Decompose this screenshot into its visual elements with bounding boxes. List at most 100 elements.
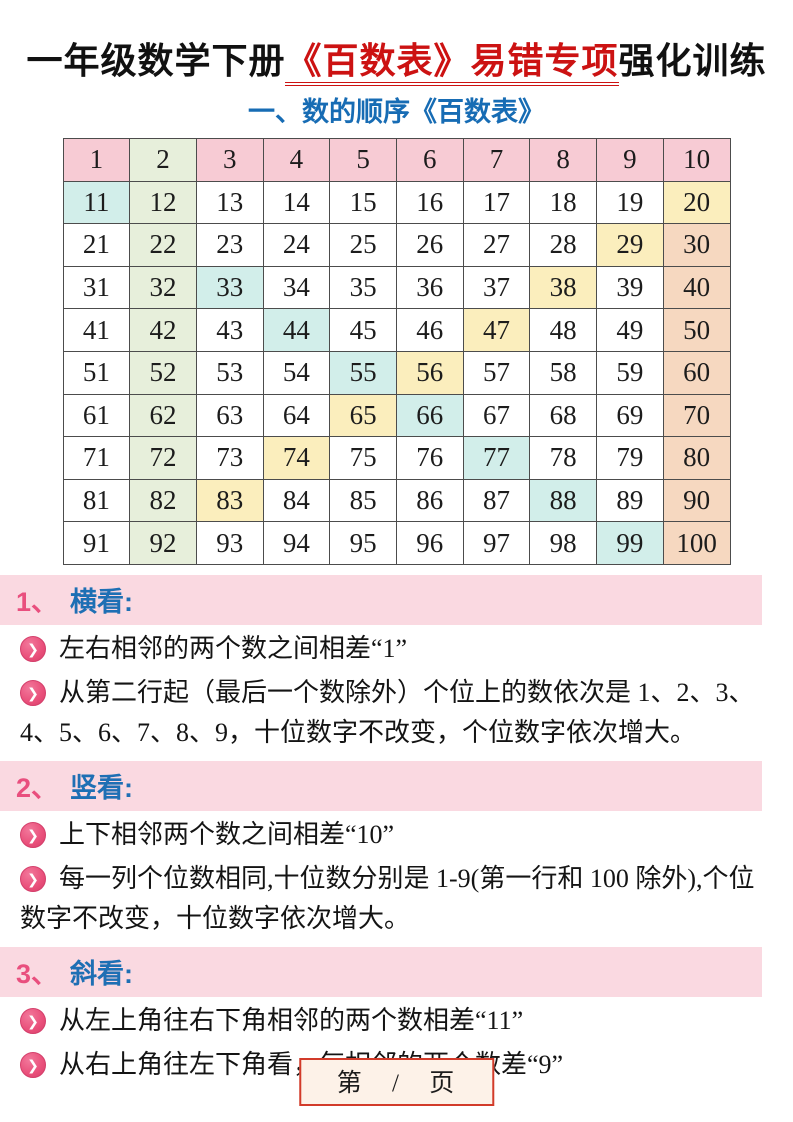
table-cell: 57 xyxy=(462,350,531,395)
table-cell: 7 xyxy=(462,138,531,182)
table-row: 51 52 53 54 55 56 57 58 59 60 xyxy=(62,350,731,395)
table-cell: 78 xyxy=(529,436,597,480)
table-cell: 23 xyxy=(195,223,264,267)
chevron-right-icon: ❯ xyxy=(20,635,46,662)
bullet-text: 左右相邻的两个数之间相差“1” xyxy=(59,633,408,663)
table-cell: 6 xyxy=(395,138,464,182)
table-cell: 27 xyxy=(462,223,531,267)
chevron-right-icon: ❯ xyxy=(20,821,46,848)
table-cell: 56 xyxy=(395,350,464,395)
table-cell: 99 xyxy=(596,521,664,565)
table-cell: 65 xyxy=(329,393,397,438)
table-row: 71 72 73 74 75 76 77 78 79 80 xyxy=(62,436,731,480)
table-cell: 60 xyxy=(662,350,731,395)
table-cell: 54 xyxy=(262,350,331,395)
table-cell: 26 xyxy=(395,223,464,267)
table-cell: 92 xyxy=(129,521,197,565)
table-row: 31 32 33 34 35 36 37 38 39 40 xyxy=(62,265,731,310)
table-cell: 1 xyxy=(62,138,131,182)
page-footer-text: 第 / 页 xyxy=(336,1070,467,1097)
table-cell: 29 xyxy=(596,223,664,267)
table-cell: 11 xyxy=(62,180,131,225)
chevron-right-icon: ❯ xyxy=(20,679,46,706)
table-cell: 38 xyxy=(529,265,597,310)
table-cell: 91 xyxy=(62,521,131,565)
table-cell: 31 xyxy=(62,265,131,310)
table-cell: 68 xyxy=(529,393,597,438)
table-row: 91 92 93 94 95 96 97 98 99 100 xyxy=(62,521,731,565)
table-cell: 100 xyxy=(662,521,731,565)
table-cell: 35 xyxy=(329,265,397,310)
table-cell: 46 xyxy=(395,308,464,352)
table-cell: 32 xyxy=(129,265,197,310)
section-one-heading: 一、数的顺序《百数表》 xyxy=(248,97,545,127)
table-cell: 34 xyxy=(262,265,331,310)
table-cell: 84 xyxy=(262,478,331,523)
table-cell: 41 xyxy=(62,308,131,352)
table-cell: 17 xyxy=(462,180,531,225)
table-cell: 40 xyxy=(662,265,731,310)
title-suffix: 强化训练 xyxy=(618,40,767,81)
table-cell: 13 xyxy=(195,180,264,225)
bullet-item: ❯ 上下相邻两个数之间相差“10” xyxy=(20,815,779,855)
table-cell: 67 xyxy=(462,393,531,438)
bullet-text: 从第二行起（最后一个数除外）个位上的数依次是 1、2、3、4、5、6、7、8、9… xyxy=(20,677,755,747)
table-cell: 69 xyxy=(596,393,664,438)
section-heading-2: 2、 竖看: xyxy=(0,760,762,811)
table-cell: 33 xyxy=(195,265,264,310)
table-cell: 81 xyxy=(62,478,131,523)
table-cell: 66 xyxy=(395,393,464,438)
table-cell: 62 xyxy=(129,393,197,438)
table-cell: 70 xyxy=(662,393,731,438)
table-cell: 16 xyxy=(395,180,464,225)
chevron-right-icon: ❯ xyxy=(20,865,46,892)
section-heading-3: 3、 斜看: xyxy=(0,946,762,997)
table-cell: 47 xyxy=(462,308,531,352)
bullet-text: 从左上角往右下角相邻的两个数相差“11” xyxy=(59,1005,524,1035)
table-cell: 64 xyxy=(262,393,331,438)
table-cell: 58 xyxy=(529,350,597,395)
table-cell: 94 xyxy=(262,521,331,565)
table-cell: 18 xyxy=(529,180,597,225)
table-cell: 88 xyxy=(529,478,597,523)
table-cell: 85 xyxy=(329,478,397,523)
table-cell: 14 xyxy=(262,180,331,225)
section-title: 横看: xyxy=(70,586,134,617)
chevron-right-icon: ❯ xyxy=(20,1007,46,1034)
table-cell: 79 xyxy=(596,436,664,480)
section-number: 2、 xyxy=(16,772,59,803)
table-cell: 43 xyxy=(195,308,264,352)
notes-sections: 1、 横看: ❯ 左右相邻的两个数之间相差“1” ❯ 从第二行起（最后一个数除外）个位上的… xyxy=(0,574,793,1085)
table-cell: 48 xyxy=(529,308,597,352)
table-cell: 10 xyxy=(662,138,731,182)
table-row: 21 22 23 24 25 26 27 28 29 30 xyxy=(62,223,731,267)
table-row: 1 2 3 4 5 6 7 8 9 10 xyxy=(62,138,731,182)
table-cell: 3 xyxy=(195,138,264,182)
bullet-item: ❯ 左右相邻的两个数之间相差“1” xyxy=(20,629,779,669)
table-cell: 50 xyxy=(662,308,731,352)
section-number: 3、 xyxy=(16,958,59,989)
title-highlight: 《百数表》易错专项 xyxy=(285,40,619,86)
table-cell: 80 xyxy=(662,436,731,480)
bullet-text: 每一列个位数相同,十位数分别是 1-9(第一行和 100 除外),个位数字不改变… xyxy=(20,863,755,933)
table-cell: 87 xyxy=(462,478,531,523)
table-row: 41 42 43 44 45 46 47 48 49 50 xyxy=(62,308,731,352)
table-cell: 25 xyxy=(329,223,397,267)
section-title: 斜看: xyxy=(70,958,134,989)
table-cell: 77 xyxy=(462,436,531,480)
bullet-item: ❯ 每一列个位数相同,十位数分别是 1-9(第一行和 100 除外),个位数字不改… xyxy=(20,859,779,939)
section-heading-1: 1、 横看: xyxy=(0,574,762,625)
table-cell: 28 xyxy=(529,223,597,267)
table-cell: 45 xyxy=(329,308,397,352)
table-cell: 90 xyxy=(662,478,731,523)
bullet-item: ❯ 从左上角往右下角相邻的两个数相差“11” xyxy=(20,1001,779,1041)
table-cell: 59 xyxy=(596,350,664,395)
table-cell: 53 xyxy=(195,350,264,395)
table-cell: 52 xyxy=(129,350,197,395)
table-cell: 30 xyxy=(662,223,731,267)
table-cell: 39 xyxy=(596,265,664,310)
table-row: 11 12 13 14 15 16 17 18 19 20 xyxy=(62,180,731,225)
table-cell: 86 xyxy=(395,478,464,523)
table-cell: 4 xyxy=(262,138,331,182)
